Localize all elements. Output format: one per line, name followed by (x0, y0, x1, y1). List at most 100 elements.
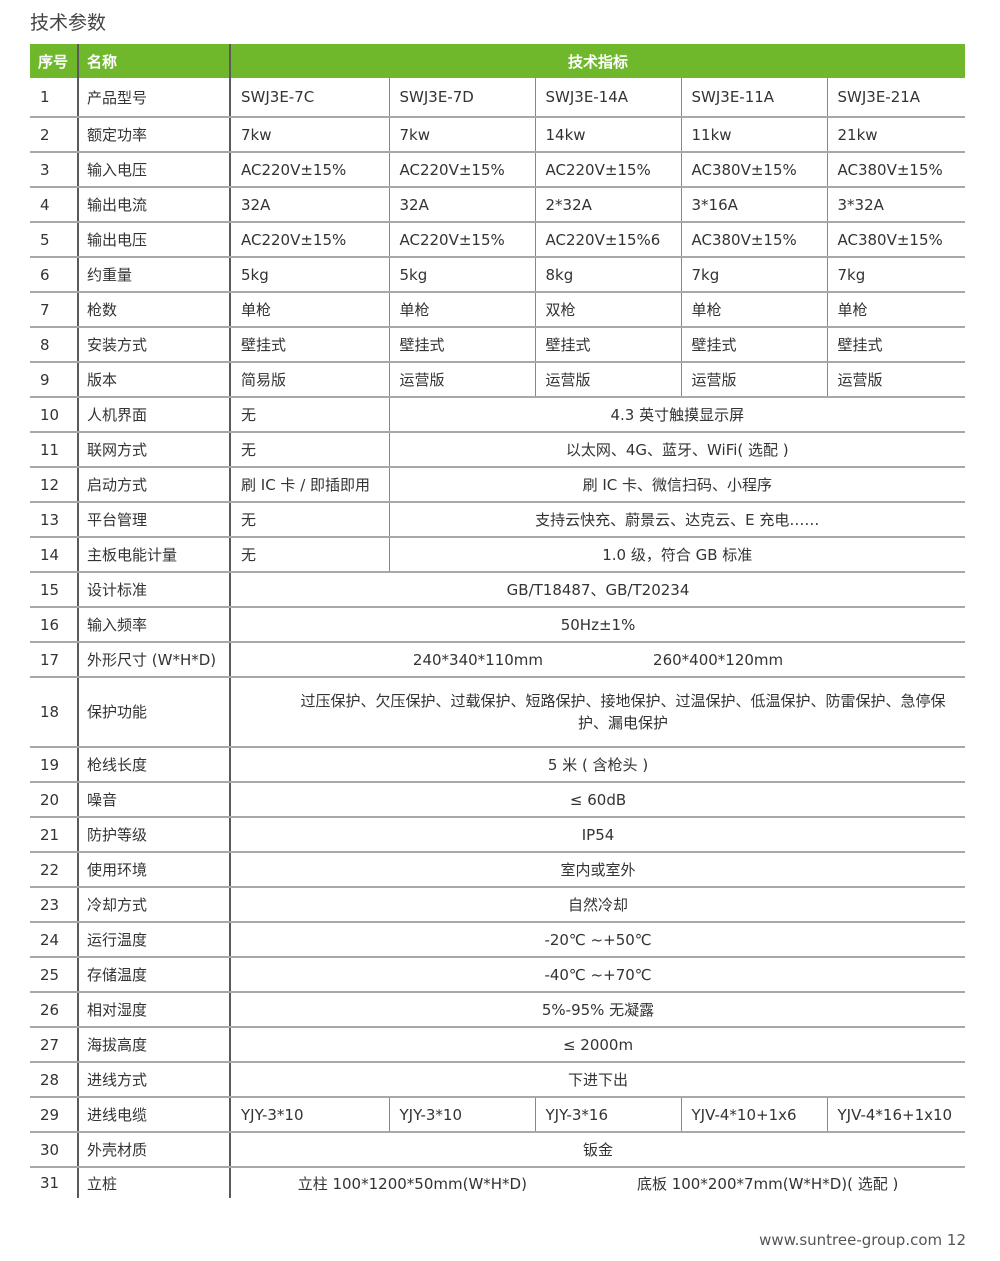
spec-cell: YJV-4*16+1x10 (826, 1097, 966, 1133)
row-number: 10 (30, 397, 78, 433)
table-row: 13 平台管理无支持云快充、蔚景云、达克云、E 充电…… (30, 502, 966, 538)
table-row: 5 输出电压 AC220V±15% AC220V±15% AC220V±15%6 AC38… (30, 222, 966, 258)
row-name: 平台管理 (77, 502, 230, 538)
spec-cell: 立柱 100*1200*50mm(W*H*D) 底板 100*200*7mm(W*… (228, 1167, 966, 1198)
row-name: 冷却方式 (77, 887, 230, 923)
spec-cell: AC220V±15% (388, 152, 535, 188)
table-row: 7 枪数 单枪 单枪 双枪 单枪 单枪 (30, 292, 966, 328)
spec-cell: 3*32A (826, 187, 966, 223)
spec-cell: SWJ3E-7D (388, 78, 535, 118)
spec-cell: 单枪 (680, 292, 827, 328)
row-number: 17 (30, 642, 78, 678)
table-row: 21 防护等级 IP54 (30, 817, 966, 853)
spec-cell: 刷 IC 卡 / 即插即用 (229, 467, 389, 503)
table-row: 22 使用环境 室内或室外 (30, 852, 966, 888)
spec-cell: -40℃ ~+70℃ (228, 957, 966, 993)
row-name: 噪音 (77, 782, 230, 818)
spec-cell: AC220V±15% (534, 152, 681, 188)
row-name: 版本 (77, 362, 230, 398)
table-row: 19 枪线长度 5 米 ( 含枪头 ) (30, 747, 966, 783)
table-row: 26 相对湿度 5%-95% 无凝露 (30, 992, 966, 1028)
spec-cell: 简易版 (229, 362, 389, 398)
table-row: 15 设计标准 GB/T18487、GB/T20234 (30, 572, 966, 608)
row-name: 进线方式 (77, 1062, 230, 1098)
table-row: 6 约重量 5kg 5kg 8kg 7kg 7kg (30, 257, 966, 293)
spec-cell: 支持云快充、蔚景云、达克云、E 充电…… (388, 502, 966, 538)
spec-cell: 32A (229, 187, 389, 223)
spec-cell: 240*340*110mm 260*400*120mm (228, 642, 966, 678)
row-name: 额定功率 (77, 117, 230, 153)
spec-cell: 运营版 (388, 362, 535, 398)
row-name: 保护功能 (77, 677, 230, 748)
row-number: 26 (30, 992, 78, 1028)
row-name: 进线电缆 (77, 1097, 230, 1133)
spec-cell: AC380V±15% (680, 222, 827, 258)
table-row: 23 冷却方式 自然冷却 (30, 887, 966, 923)
row-number: 30 (30, 1132, 78, 1168)
row-name: 存储温度 (77, 957, 230, 993)
table-row: 1 产品型号 SWJ3E-7C SWJ3E-7D SWJ3E-14A SWJ3E-11A S… (30, 78, 966, 118)
row-number: 18 (30, 677, 78, 748)
table-row: 28 进线方式 下进下出 (30, 1062, 966, 1098)
row-number: 2 (30, 117, 78, 153)
spec-cell: ≤ 60dB (228, 782, 966, 818)
spec-cell: 壁挂式 (229, 327, 389, 363)
spec-cell: SWJ3E-14A (534, 78, 681, 118)
table-row: 17 外形尺寸 (W*H*D) 240*340*110mm 260*400*120mm (30, 642, 966, 678)
row-name: 防护等级 (77, 817, 230, 853)
spec-cell: 7kw (388, 117, 535, 153)
spec-cell: GB/T18487、GB/T20234 (228, 572, 966, 608)
spec-cell: 无 (229, 432, 389, 468)
table-row: 27 海拔高度 ≤ 2000m (30, 1027, 966, 1063)
header-spec: 技术指标 (228, 44, 966, 78)
row-name: 安装方式 (77, 327, 230, 363)
spec-cell: AC380V±15% (680, 152, 827, 188)
row-name: 枪线长度 (77, 747, 230, 783)
row-name: 运行温度 (77, 922, 230, 958)
row-number: 28 (30, 1062, 78, 1098)
spec-cell: AC220V±15% (229, 222, 389, 258)
row-number: 31 (40, 1174, 60, 1192)
spec-cell: 7kg (680, 257, 827, 293)
spec-cell: 2*32A (534, 187, 681, 223)
spec-cell: SWJ3E-21A (826, 78, 966, 118)
spec-cell: YJV-4*10+1x6 (680, 1097, 827, 1133)
spec-cell: AC220V±15%6 (534, 222, 681, 258)
spec-value: 立柱 100*1200*50mm(W*H*D) (297, 1174, 527, 1193)
row-number: 23 (30, 887, 78, 923)
table-row: 10 人机界面无 4.3 英寸触摸显示屏 (30, 397, 966, 433)
row-name: 约重量 (77, 257, 230, 293)
row-number: 13 (30, 502, 78, 538)
row-name: 海拔高度 (77, 1027, 230, 1063)
row-number: 12 (30, 467, 78, 503)
table-row: 12 启动方式刷 IC 卡 / 即插即用刷 IC 卡、微信扫码、小程序 (30, 467, 966, 503)
table-row: 3 输入电压 AC220V±15% AC220V±15% AC220V±15% AC380… (30, 152, 966, 188)
row-name: 枪数 (77, 292, 230, 328)
row-number: 19 (30, 747, 78, 783)
spec-cell: 7kg (826, 257, 966, 293)
row-number: 20 (30, 782, 78, 818)
spec-cell: 过压保护、欠压保护、过载保护、短路保护、接地保护、过温保护、低温保护、防雷保护、… (228, 677, 966, 748)
spec-cell: 50Hz±1% (228, 607, 966, 643)
spec-cell: 11kw (680, 117, 827, 153)
spec-cell: 单枪 (229, 292, 389, 328)
spec-cell: 壁挂式 (680, 327, 827, 363)
row-name: 人机界面 (77, 397, 230, 433)
table-row: 20 噪音 ≤ 60dB (30, 782, 966, 818)
table-row: 2 额定功率 7kw 7kw 14kw 11kw 21kw (30, 117, 966, 153)
row-number: 8 (30, 327, 78, 363)
row-number: 22 (30, 852, 78, 888)
row-number: 5 (30, 222, 78, 258)
table-row: 14 主板电能计量无 1.0 级，符合 GB 标准 (30, 537, 966, 573)
table-row: 24 运行温度 -20℃ ~+50℃ (30, 922, 966, 958)
row-name: 使用环境 (77, 852, 230, 888)
row-number: 4 (30, 187, 78, 223)
spec-cell: 下进下出 (228, 1062, 966, 1098)
table-row: 16 输入频率 50Hz±1% (30, 607, 966, 643)
table-row: 31 立桩 立柱 100*1200*50mm(W*H*D) 底板 100*200*7m… (30, 1167, 966, 1198)
row-number: 6 (30, 257, 78, 293)
section-title: 技术参数 (30, 12, 107, 34)
spec-cell: 5kg (388, 257, 535, 293)
row-name: 外形尺寸 (W*H*D) (77, 642, 230, 678)
header-no: 序号 (30, 44, 78, 78)
